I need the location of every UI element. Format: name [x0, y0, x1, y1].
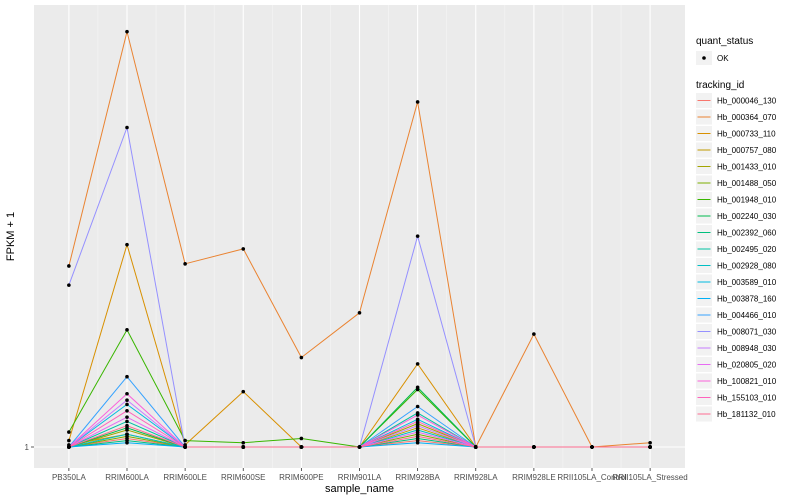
x-tick-label: RRIM928LE: [512, 473, 556, 482]
x-axis-title: sample_name: [325, 483, 394, 495]
data-point: [183, 438, 187, 443]
legend-label: Hb_000757_080: [717, 146, 777, 155]
x-tick-label: RRIM600SE: [221, 473, 265, 482]
legend-label: Hb_001433_010: [717, 163, 777, 172]
x-tick-label: RRIM600PE: [279, 473, 323, 482]
data-point: [125, 415, 129, 419]
data-point: [67, 430, 71, 434]
data-point: [241, 445, 246, 449]
data-point: [532, 445, 536, 449]
legend-label: Hb_181132_010: [717, 410, 776, 419]
legend-quant-status-items: OK: [696, 51, 729, 65]
data-point: [415, 434, 420, 439]
data-point: [125, 440, 129, 445]
legend-label: Hb_002495_020: [717, 245, 777, 254]
data-point: [125, 419, 129, 424]
data-point: [67, 283, 71, 287]
data-point: [415, 413, 420, 417]
data-point: [241, 440, 246, 445]
legend-label: Hb_155103_010: [717, 394, 777, 403]
data-point: [67, 445, 71, 449]
legend-title-quant-status: quant_status: [696, 36, 753, 47]
data-point: [415, 404, 420, 409]
legend-label: Hb_003878_160: [717, 295, 777, 304]
data-point: [415, 419, 420, 424]
data-point: [415, 362, 420, 366]
data-point: [241, 389, 246, 394]
data-point: [125, 391, 129, 396]
data-point: [415, 430, 420, 434]
data-point: [125, 29, 129, 34]
legend-label: Hb_002928_080: [717, 262, 777, 271]
x-tick-label: RRII105LA_Control: [557, 473, 627, 482]
data-point: [125, 423, 129, 428]
legend-label: Hb_002240_030: [717, 212, 777, 221]
legend-label: Hb_000046_130: [717, 97, 777, 106]
data-point: [125, 398, 129, 402]
legend-label: Hb_000733_110: [717, 130, 776, 139]
data-point: [415, 234, 420, 238]
x-tick-label: RRIM600LE: [163, 473, 207, 482]
data-point: [125, 328, 129, 332]
data-point: [67, 438, 71, 443]
data-point: [125, 402, 129, 407]
legend-label: Hb_002392_060: [717, 229, 777, 238]
data-point: [357, 445, 362, 449]
legend-title-tracking-id: tracking_id: [696, 80, 744, 91]
data-point: [415, 423, 420, 428]
data-point: [125, 242, 129, 247]
legend-label: Hb_008948_030: [717, 344, 777, 353]
legend-label: Hb_003589_010: [717, 278, 777, 287]
data-point: [183, 445, 187, 449]
data-point: [299, 445, 304, 449]
x-tick-label: RRIM600LA: [105, 473, 149, 482]
legend: quant_status OK tracking_id Hb_000046_13…: [696, 36, 777, 422]
x-tick-label: PB350LA: [52, 473, 86, 482]
data-point: [299, 436, 304, 441]
data-point: [648, 440, 652, 445]
axes: 1 PB350LA RRIM600LA RRIM600LE RRIM600SE RRIM6…: [25, 443, 688, 482]
legend-label: Hb_020805_020: [717, 361, 777, 370]
data-point: [357, 311, 362, 315]
data-point: [125, 432, 129, 437]
data-point: [125, 408, 129, 413]
legend-label: Hb_000364_070: [717, 113, 777, 122]
legend-label: Hb_008071_030: [717, 328, 777, 337]
legend-point-icon: [702, 56, 706, 60]
data-point: [241, 247, 246, 251]
legend-label: Hb_004466_010: [717, 311, 777, 320]
x-tick-label: RRIM928LA: [454, 473, 498, 482]
legend-tracking-id-items: Hb_000046_130 Hb_000364_070 Hb_000733_110 H…: [696, 93, 777, 422]
data-point: [299, 355, 304, 360]
y-tick-label: 1: [25, 443, 30, 452]
data-point: [67, 264, 71, 268]
data-point: [125, 374, 129, 379]
data-point: [473, 445, 478, 449]
data-point: [415, 440, 420, 445]
data-points: [67, 29, 652, 449]
data-point: [415, 100, 420, 104]
legend-label: Hb_001488_050: [717, 179, 777, 188]
data-point: [125, 125, 129, 130]
data-point: [183, 262, 187, 266]
legend-label: Hb_100821_010: [717, 377, 777, 386]
data-point: [590, 445, 594, 449]
y-axis-title: FPKM + 1: [5, 212, 17, 261]
data-point: [415, 385, 420, 390]
data-point: [532, 332, 536, 336]
legend-label: Hb_001948_010: [717, 196, 777, 205]
legend-label: OK: [717, 54, 729, 63]
x-tick-label: RRIM901LA: [338, 473, 382, 482]
x-tick-label: RRIM928BA: [395, 473, 440, 482]
x-tick-label: RRII105LA_Stressed: [613, 473, 688, 482]
data-point: [648, 445, 652, 449]
